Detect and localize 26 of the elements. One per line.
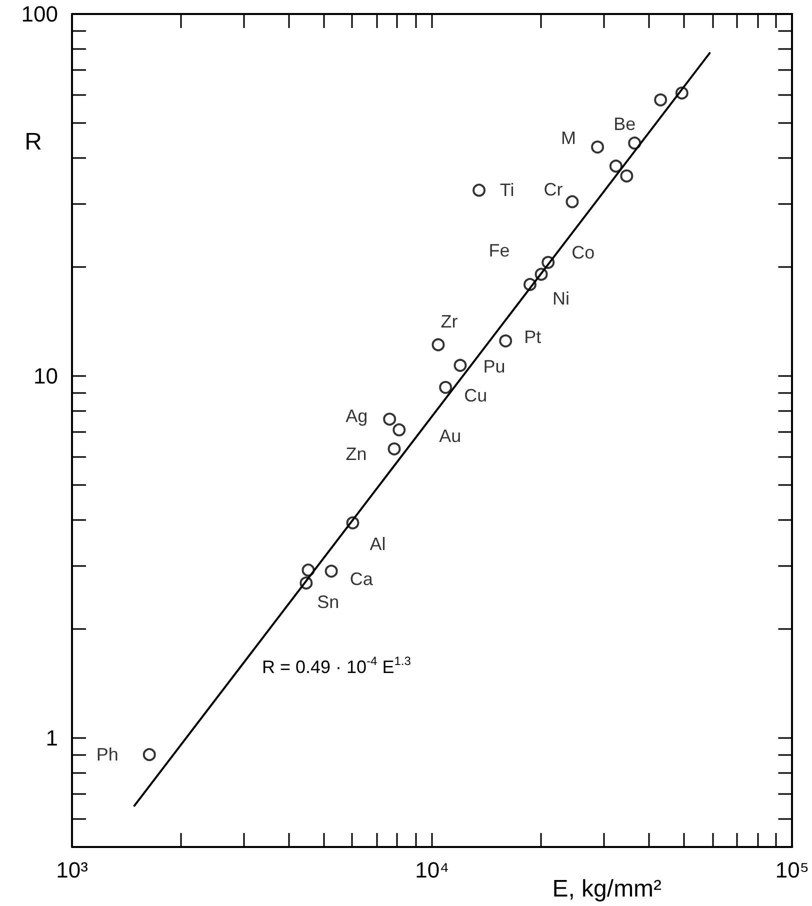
- x-tick-label: 10³: [56, 858, 88, 882]
- annotation: Fe: [488, 240, 510, 260]
- annotation: Ca: [350, 569, 374, 590]
- x-tick-label: 10⁴: [415, 858, 450, 882]
- y-axis-title: R: [24, 128, 42, 156]
- y-tick-label: 1: [46, 726, 58, 751]
- y-tick-label: 100: [21, 2, 58, 26]
- annotation: Ni: [552, 288, 570, 308]
- annotation: Ag: [346, 406, 368, 426]
- annotation: Ti: [500, 180, 514, 200]
- annotation: Pu: [483, 356, 506, 376]
- annotation: Cr: [544, 180, 563, 200]
- annotation: Cu: [464, 385, 488, 406]
- annotation: Al: [370, 534, 386, 554]
- annotation: Be: [614, 114, 636, 134]
- x-tick-label: 10⁵: [775, 858, 809, 882]
- annotation: Zr: [440, 312, 458, 332]
- annotation: Au: [439, 426, 462, 446]
- annotation: M: [561, 128, 576, 148]
- annotation: Co: [572, 242, 595, 262]
- x-axis-title: E, kg/mm²: [552, 876, 662, 902]
- annotation: Sn: [317, 592, 340, 612]
- annotation: Zn: [346, 444, 367, 464]
- annotation: Pt: [524, 326, 542, 347]
- annotation: Ph: [96, 744, 118, 765]
- y-tick-label: 10: [34, 364, 58, 389]
